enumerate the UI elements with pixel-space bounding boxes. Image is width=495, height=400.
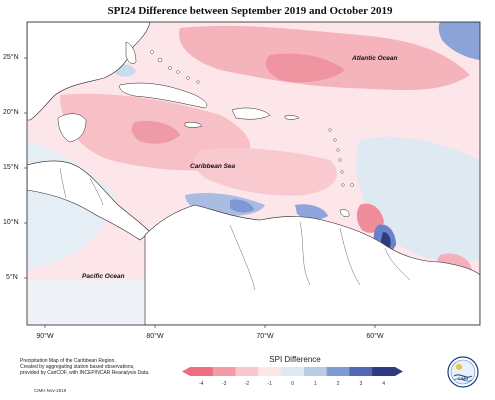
note-line-3: provided by CariCOF, with INCEP/NCAR Rea… <box>20 370 150 376</box>
spi-dry-central-core <box>131 120 180 144</box>
land-yucatan <box>57 113 87 143</box>
legend-tick-label: -1 <box>267 381 272 387</box>
label-atlantic-ocean: Atlantic Ocean <box>352 55 398 62</box>
spi-dry-north-core <box>265 53 345 83</box>
land-puerto-rico <box>284 115 300 120</box>
land-florida <box>125 41 137 64</box>
cimh-logo-icon <box>447 356 479 388</box>
land-lesser-antilles <box>328 128 354 187</box>
land-south-america <box>144 204 480 325</box>
lon-label-70w: 70°W <box>256 333 274 340</box>
lon-label-60w: 60°W <box>366 333 384 340</box>
spi-dry-north <box>179 25 470 91</box>
note-line-1: Precipitation Map of the Caribbean Regio… <box>20 358 116 364</box>
legend-tick-label: 1 <box>313 381 317 387</box>
legend-swatch <box>326 367 350 376</box>
land-north-america <box>27 22 151 121</box>
lat-label-5n: 5°N <box>6 274 18 281</box>
legend-swatch <box>349 367 373 376</box>
legend-tick-label: -2 <box>244 381 250 387</box>
land-cuba <box>119 82 208 109</box>
spi-wet-trinidad <box>295 204 328 220</box>
label-caribbean-sea: Caribbean Sea <box>190 163 236 170</box>
label-pacific-ocean: Pacific Ocean <box>82 273 125 280</box>
lat-label-20n: 20°N <box>3 109 19 116</box>
spi-wet-ne-corner <box>438 22 480 60</box>
map-credit: CIMH Nov-2019 <box>34 388 67 393</box>
land-bahamas <box>150 50 200 84</box>
legend-swatch <box>235 367 259 376</box>
legend-swatch <box>281 367 305 376</box>
country-borders <box>59 167 411 291</box>
map-title: SPI24 Difference between September 2019 … <box>107 5 393 17</box>
legend-swatch <box>303 367 327 376</box>
legend-title: SPI Difference <box>269 355 321 364</box>
lat-ticks <box>24 57 27 279</box>
land-hispaniola <box>231 107 271 120</box>
lon-label-90w: 90°W <box>36 333 54 340</box>
legend-swatch <box>212 367 236 376</box>
land-central-america <box>27 160 151 241</box>
note-line-2: Created by aggregating station based obs… <box>20 364 135 370</box>
land-trinidad <box>339 209 350 217</box>
legend-tick-label: -4 <box>199 381 204 387</box>
legend-arrow-left <box>182 367 190 376</box>
logo-label: CIMH <box>457 376 469 381</box>
lon-label-80w: 80°W <box>146 333 164 340</box>
lon-ticks <box>44 325 376 328</box>
lat-label-15n: 15°N <box>3 164 19 171</box>
legend-swatch <box>258 367 282 376</box>
spi-wet-venezuela-core <box>230 199 254 213</box>
legend-tick-label: 4 <box>382 381 385 387</box>
legend-tick-label: 3 <box>359 381 363 387</box>
spi-dry-guyana <box>356 203 384 233</box>
land-jamaica <box>184 121 203 128</box>
map-notes: Precipitation Map of the Caribbean Regio… <box>20 358 190 376</box>
spi-dry-caribbean <box>194 148 337 196</box>
lat-label-25n: 25°N <box>3 54 19 61</box>
legend-swatch <box>190 367 214 376</box>
legend-tick-label: 2 <box>336 381 340 387</box>
legend-tick-label: -3 <box>221 381 227 387</box>
map-border <box>26 21 481 326</box>
legend-tick-label: 0 <box>291 381 294 387</box>
lat-label-10n: 10°N <box>3 219 19 226</box>
legend-arrow-right <box>395 367 403 376</box>
legend-colorbar <box>182 367 403 376</box>
legend-swatch <box>372 367 396 376</box>
